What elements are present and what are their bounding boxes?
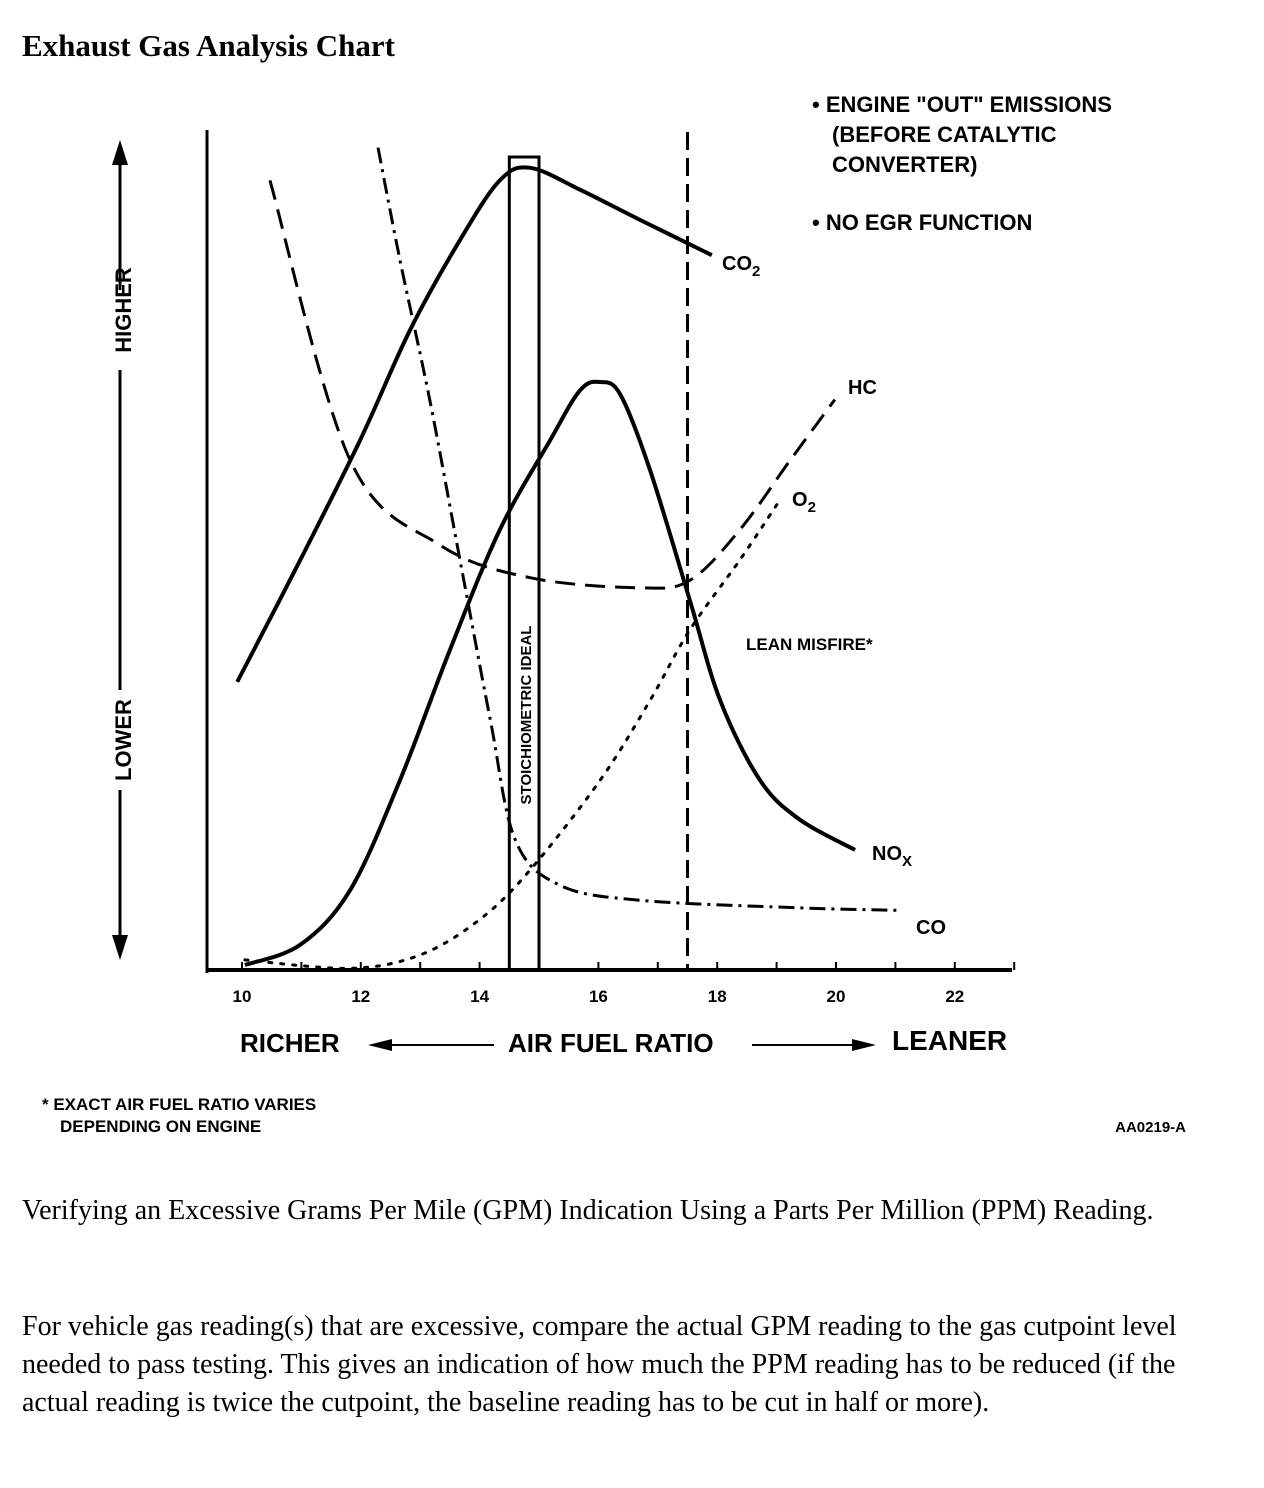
note-line: • NO EGR FUNCTION (812, 210, 1032, 235)
x-axis-title: AIR FUEL RATIO (508, 1028, 714, 1058)
stoichiometric-band (507, 155, 541, 972)
figure-id: AA0219-A (1115, 1119, 1186, 1136)
arrow-down-icon (112, 935, 128, 960)
series-line-nox (244, 379, 856, 967)
series-label-hc: HC (848, 377, 877, 399)
series-label-co: CO (916, 917, 946, 939)
x-tick-label: 14 (470, 987, 489, 1006)
arrow-right-icon (852, 1039, 876, 1051)
series-label-o2: O2 (792, 489, 816, 516)
series-line-o2 (243, 498, 782, 970)
x-label-leaner: LEANER (892, 1025, 1007, 1056)
paragraph-body: For vehicle gas reading(s) that are exce… (22, 1311, 1177, 1418)
y-label-lower: LOWER (111, 699, 136, 781)
chart-title: Exhaust Gas Analysis Chart (22, 28, 395, 63)
x-tick-label: 16 (589, 987, 608, 1006)
note-line: • ENGINE "OUT" EMISSIONS (812, 92, 1112, 117)
x-label-richer: RICHER (240, 1028, 340, 1058)
note-line: CONVERTER) (832, 152, 977, 177)
series-lines (235, 147, 901, 970)
arrow-left-icon (368, 1039, 392, 1051)
note-line: (BEFORE CATALYTIC (832, 122, 1057, 147)
series-line-co2 (235, 165, 713, 683)
footnote-line: DEPENDING ON ENGINE (60, 1117, 261, 1136)
series-label-co2: CO2 (722, 253, 760, 280)
x-tick-label: 20 (827, 987, 846, 1006)
arrow-up-icon (112, 140, 128, 165)
x-tick-labels: 10 12 14 16 18 20 22 (233, 987, 965, 1006)
x-tick-label: 12 (351, 987, 370, 1006)
series-line-co (376, 147, 901, 912)
axes (112, 130, 1016, 1051)
stoichiometric-label: STOICHIOMETRIC IDEAL (518, 626, 535, 805)
footnote-line: * EXACT AIR FUEL RATIO VARIES (42, 1095, 316, 1114)
paragraph-heading: Verifying an Excessive Grams Per Mile (G… (22, 1195, 1154, 1226)
lean-misfire-label: LEAN MISFIRE* (746, 635, 873, 654)
series-label-nox: NOX (872, 843, 912, 870)
exhaust-gas-chart: • ENGINE "OUT" EMISSIONS (BEFORE CATALYT… (42, 92, 1186, 1136)
x-tick-label: 22 (945, 987, 964, 1006)
series-line-hc (268, 179, 837, 590)
chart-notes: • ENGINE "OUT" EMISSIONS (BEFORE CATALYT… (812, 92, 1112, 235)
y-label-higher: HIGHER (111, 267, 136, 353)
x-tick-label: 18 (708, 987, 727, 1006)
x-tick-label: 10 (233, 987, 252, 1006)
